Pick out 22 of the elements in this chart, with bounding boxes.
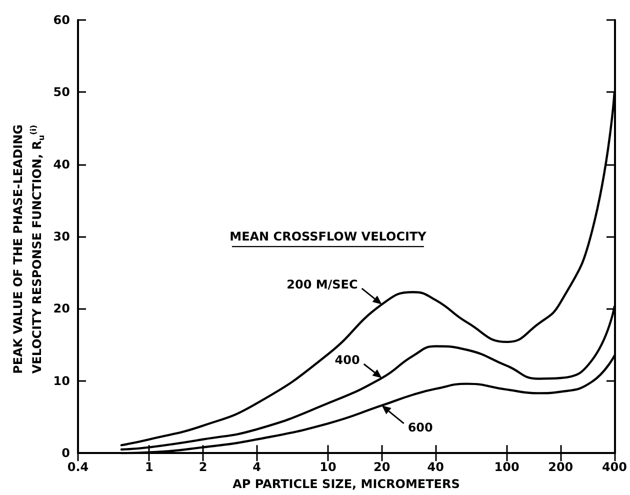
text: 200 M/SEC <box>286 277 358 292</box>
x-tick-label: 100 <box>494 460 520 474</box>
y-tick-label: 30 <box>53 230 70 244</box>
y-tick-label: 40 <box>53 157 70 172</box>
series-label: 600 <box>408 420 433 434</box>
legend-title: MEAN CROSSFLOW VELOCITY <box>230 230 427 244</box>
x-tick-label: 10 <box>320 460 336 474</box>
legend-label: 400 <box>334 353 360 368</box>
x-tick-label: 400 <box>602 460 628 474</box>
x-tick-label: 1 <box>144 460 154 474</box>
x-tick-label: 0.4 <box>67 460 89 474</box>
x-tick-label: 40 <box>427 460 444 474</box>
y-tick-label: 0 <box>62 446 70 460</box>
y-tick-label: 60 <box>53 13 70 27</box>
y-tick-label: 20 <box>53 302 70 316</box>
x-axis-title: AP PARTICLE SIZE, MICROMETERS <box>232 477 460 491</box>
x-tick-label: 200 <box>548 460 574 474</box>
y-tick-label: 10 <box>53 374 70 388</box>
x-tick-label: 2 <box>198 460 208 474</box>
x-tick-label: 4 <box>252 460 262 474</box>
y-tick-label: 50 <box>53 85 70 100</box>
x-tick-label: 20 <box>373 460 390 474</box>
